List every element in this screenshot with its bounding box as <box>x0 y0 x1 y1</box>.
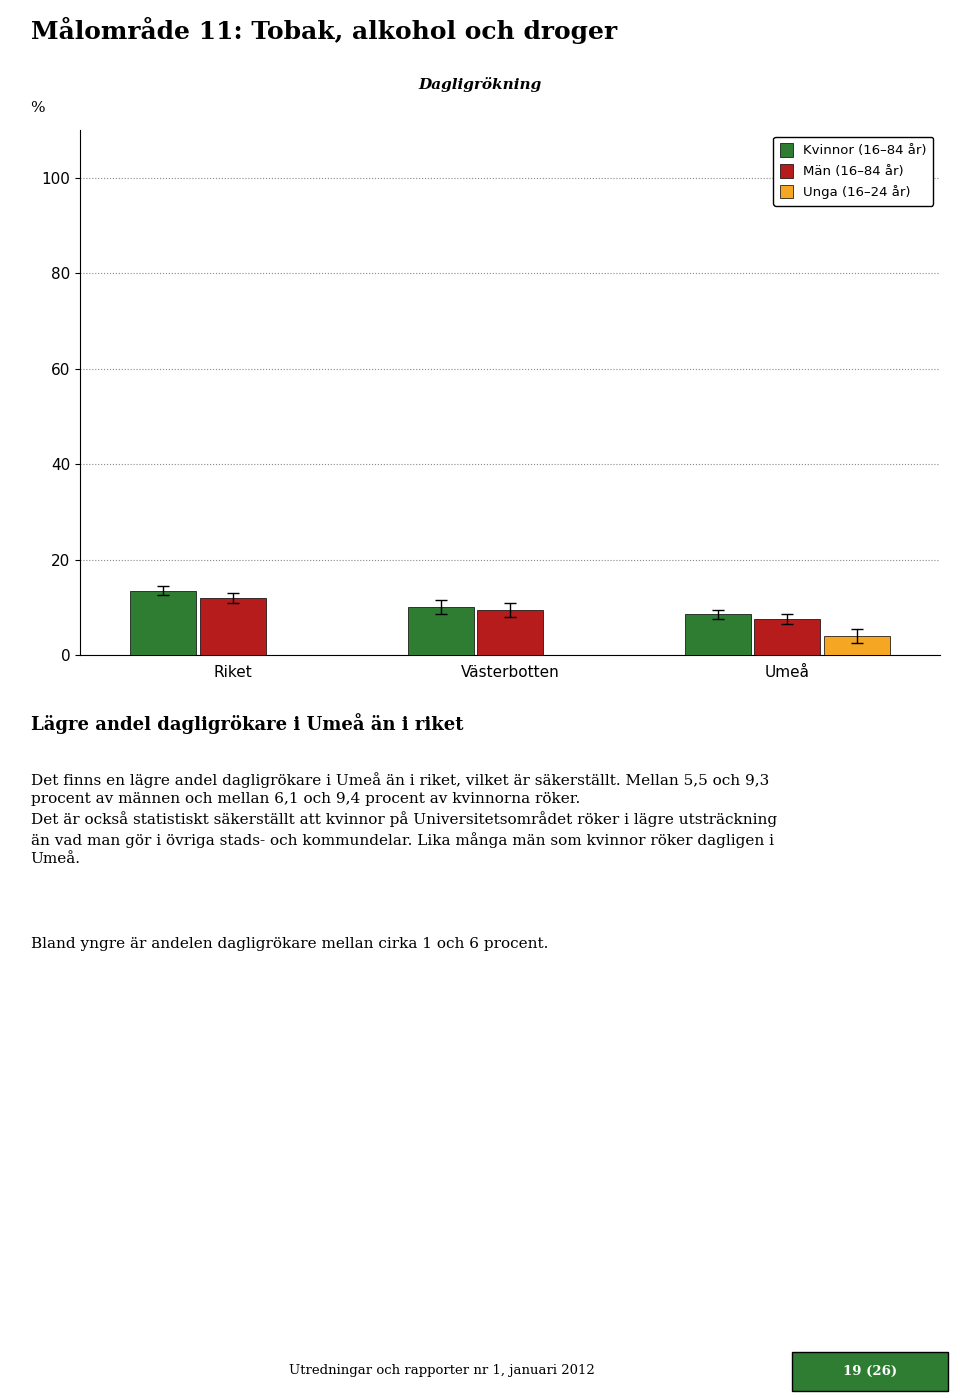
Bar <box>200 598 266 656</box>
Bar <box>824 636 890 656</box>
Bar <box>685 615 751 656</box>
Bar <box>408 607 473 656</box>
Text: Bland yngre är andelen dagligrökare mellan cirka 1 och 6 procent.: Bland yngre är andelen dagligrökare mell… <box>31 937 548 951</box>
Bar <box>477 610 543 656</box>
Legend: Kvinnor (16–84 år), Män (16–84 år), Unga (16–24 år): Kvinnor (16–84 år), Män (16–84 år), Unga… <box>773 137 933 206</box>
Text: Det finns en lägre andel dagligrökare i Umeå än i riket, vilket är säkerställt. : Det finns en lägre andel dagligrökare i … <box>31 772 777 867</box>
Text: %: % <box>30 101 44 115</box>
Bar <box>131 590 196 656</box>
Text: Målområde 11: Tobak, alkohol och droger: Målområde 11: Tobak, alkohol och droger <box>31 17 617 43</box>
Text: 19 (26): 19 (26) <box>843 1364 897 1378</box>
Text: Utredningar och rapporter nr 1, januari 2012: Utredningar och rapporter nr 1, januari … <box>289 1363 594 1377</box>
Text: Dagligrökning: Dagligrökning <box>419 77 541 92</box>
Text: Lägre andel dagligrökare i Umeå än i riket: Lägre andel dagligrökare i Umeå än i rik… <box>31 713 464 734</box>
Bar <box>755 619 821 656</box>
